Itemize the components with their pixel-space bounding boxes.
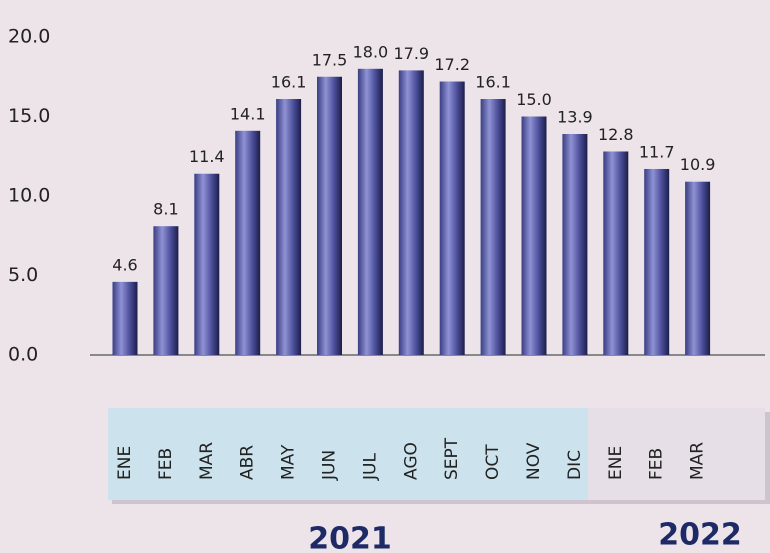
y-tick-label: 20.0 <box>8 26 50 48</box>
bar <box>112 281 138 355</box>
data-label: 11.7 <box>639 142 675 161</box>
bar <box>276 99 302 355</box>
bar <box>235 130 261 355</box>
bar <box>521 116 547 355</box>
x-tick-label: ENE <box>606 446 626 480</box>
bar <box>317 76 342 355</box>
x-tick-label: ABR <box>238 445 258 480</box>
bar <box>603 151 629 355</box>
data-label: 16.1 <box>271 73 307 92</box>
bar <box>357 68 383 356</box>
year-label: 2022 <box>658 518 742 553</box>
bar <box>439 81 465 356</box>
data-label: 17.5 <box>312 50 348 69</box>
bar <box>153 226 179 355</box>
bar <box>398 70 424 355</box>
x-tick-label: FEB <box>156 448 176 480</box>
x-tick-label: JUN <box>320 450 340 481</box>
data-label: 16.1 <box>475 73 511 92</box>
bar <box>480 99 506 355</box>
bar <box>685 181 711 355</box>
data-label: 17.2 <box>434 55 470 74</box>
bar <box>644 168 670 355</box>
y-tick-label: 15.0 <box>8 105 50 127</box>
data-label: 14.1 <box>230 104 266 123</box>
data-label: 17.9 <box>393 44 429 63</box>
x-tick-label: MAR <box>688 442 708 480</box>
x-tick-label: OCT <box>483 444 503 480</box>
x-tick-label: MAR <box>197 442 217 480</box>
data-label: 4.6 <box>112 255 137 274</box>
y-tick-label: 10.0 <box>8 185 50 207</box>
x-tick-label: AGO <box>401 442 421 480</box>
data-label: 18.0 <box>353 42 389 61</box>
x-tick-label: SEPT <box>442 437 462 480</box>
data-label: 15.0 <box>516 90 552 109</box>
band-2021 <box>108 408 588 500</box>
x-tick-label: FEB <box>647 448 667 480</box>
bar <box>194 173 220 355</box>
band-2022 <box>588 408 765 500</box>
data-label: 10.9 <box>680 155 716 174</box>
data-label: 8.1 <box>153 200 178 219</box>
y-tick-label: 5.0 <box>8 264 38 286</box>
year-label: 2021 <box>308 522 392 553</box>
bar <box>562 133 588 355</box>
x-tick-label: MAY <box>279 444 299 480</box>
x-tick-label: DIC <box>565 450 585 480</box>
data-label: 11.4 <box>189 147 225 166</box>
data-label: 12.8 <box>598 125 634 144</box>
x-tick-label: ENE <box>115 446 135 480</box>
data-label: 13.9 <box>557 107 593 126</box>
y-tick-label: 0.0 <box>8 344 38 366</box>
x-tick-label: NOV <box>524 442 544 480</box>
x-tick-label: JUL <box>360 453 380 481</box>
